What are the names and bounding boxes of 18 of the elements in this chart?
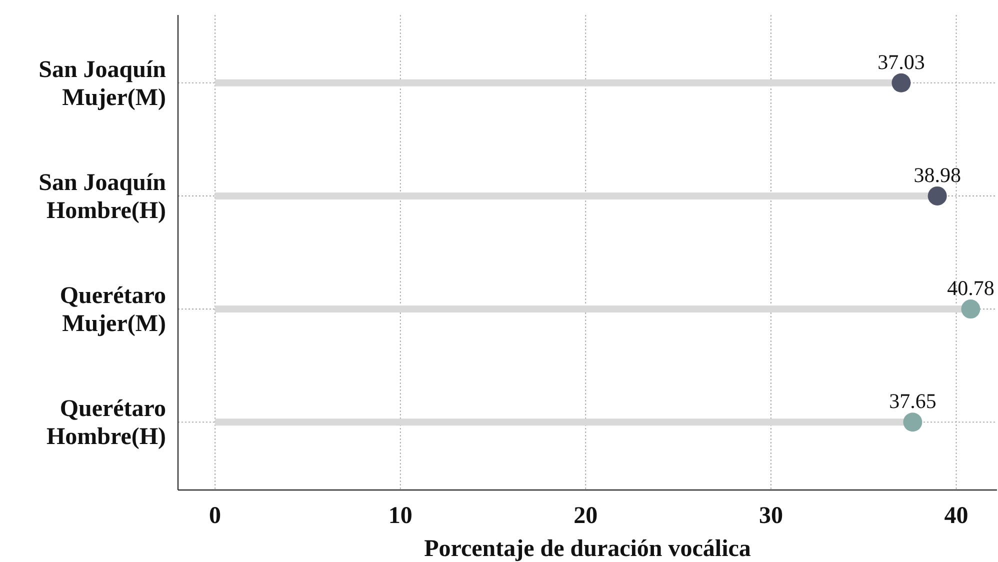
x-tick-label: 0 [209, 503, 222, 529]
y-tick-label: Querétaro Mujer(M) [60, 283, 166, 338]
data-label: 37.65 [889, 389, 936, 414]
data-label: 38.98 [914, 162, 961, 187]
point [903, 412, 922, 432]
x-tick-label: 20 [574, 503, 598, 529]
x-tick-label: 30 [758, 503, 783, 529]
x-axis-title: Porcentaje de duración vocálica [424, 536, 751, 562]
point [928, 186, 947, 206]
x-tick-label: 40 [944, 503, 968, 529]
y-tick-label: San Joaquín Mujer(M) [38, 56, 166, 111]
point [892, 73, 911, 92]
x-tick-label: 10 [388, 503, 412, 529]
point [961, 300, 980, 319]
y-tick-label: Querétaro Hombre(H) [46, 396, 166, 450]
y-tick-label: San Joaquín Hombre(H) [38, 170, 166, 224]
data-label: 40.78 [947, 276, 994, 300]
data-label: 37.03 [878, 50, 925, 74]
